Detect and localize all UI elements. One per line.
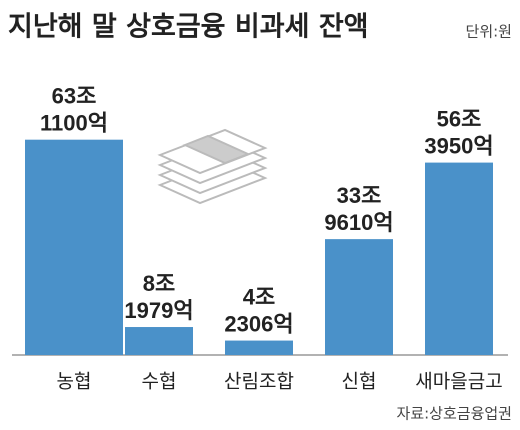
value-label: 9610억	[324, 210, 393, 235]
chart-title: 지난해 말 상호금융 비과세 잔액	[8, 12, 369, 43]
x-tick-label: 농협	[57, 371, 92, 393]
value-label: 4조	[243, 284, 275, 309]
value-label: 2306억	[224, 311, 293, 336]
value-label: 33조	[337, 183, 382, 208]
x-tick-label: 산림조합	[224, 371, 294, 393]
value-label: 1100억	[40, 110, 108, 135]
bar	[425, 162, 493, 355]
value-label: 56조	[437, 106, 482, 131]
unit: 단위:원	[466, 23, 512, 41]
bar	[25, 139, 123, 355]
money-icon	[157, 128, 268, 205]
value-label: 3950억	[424, 133, 493, 158]
source: 자료:상호금융업권	[397, 405, 512, 423]
bar	[225, 340, 293, 355]
bar	[125, 327, 193, 355]
value-label: 8조	[143, 271, 175, 296]
x-tick-label: 새마을금고	[415, 371, 502, 393]
bar	[325, 239, 393, 355]
x-tick-label: 신협	[342, 371, 377, 393]
value-label: 63조	[52, 83, 97, 108]
x-tick-label: 수협	[142, 371, 177, 393]
value-label: 1979억	[124, 298, 193, 323]
